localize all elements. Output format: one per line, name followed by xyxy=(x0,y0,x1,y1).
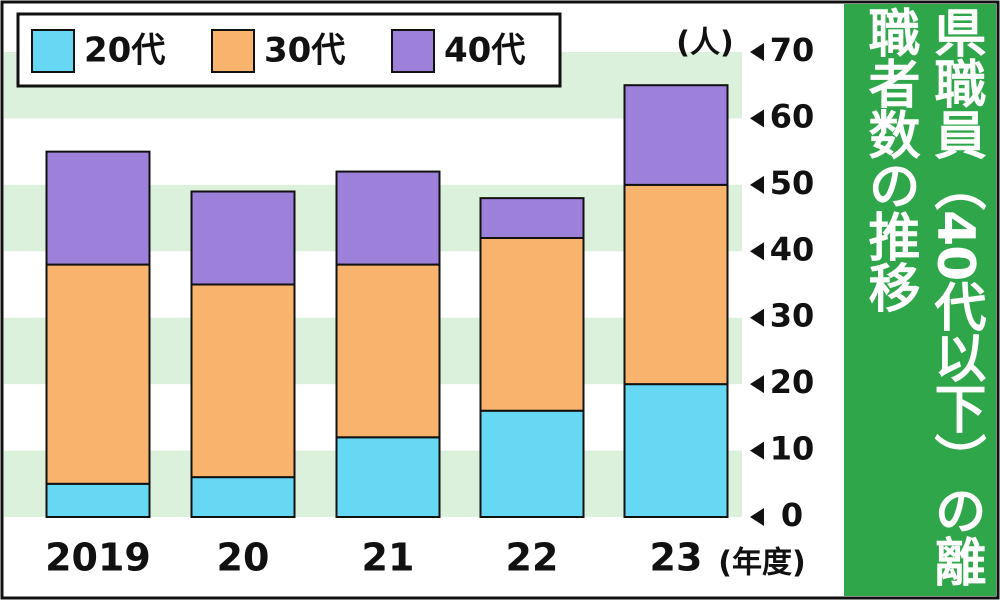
bar-segment xyxy=(623,183,729,386)
legend-swatch xyxy=(391,29,435,73)
y-tick xyxy=(750,508,764,526)
legend-swatch xyxy=(31,29,75,73)
y-tick-label: 50 xyxy=(770,164,815,202)
y-tick xyxy=(750,242,764,261)
bar-segment xyxy=(479,409,585,519)
bar-segment xyxy=(45,150,151,266)
y-tick-label: 0 xyxy=(781,496,803,534)
y-tick-label: 30 xyxy=(770,297,815,335)
bar-segment xyxy=(190,476,296,518)
bar-segment xyxy=(190,283,296,479)
bar-segment xyxy=(623,383,729,518)
x-tick-label: 21 xyxy=(362,536,415,580)
y-tick xyxy=(750,175,764,194)
chart-title: 県職員（40代以下）の離職者数の推移 xyxy=(859,6,985,587)
y-tick xyxy=(750,109,764,128)
y-tick-label: 70 xyxy=(770,31,815,69)
x-tick-label: 2019 xyxy=(45,536,151,580)
bar-segment xyxy=(45,482,151,518)
y-tick-label: 20 xyxy=(770,363,815,401)
legend-label: 20代 xyxy=(84,31,165,71)
x-tick-label: 23 xyxy=(650,536,703,580)
y-tick-label: 60 xyxy=(770,97,815,135)
legend: 20代 30代 40代 xyxy=(31,29,525,73)
legend-box xyxy=(16,12,562,88)
x-tick-label: 22 xyxy=(506,536,559,580)
bar-segment xyxy=(45,263,151,485)
y-tick xyxy=(750,441,764,460)
x-unit: (年度) xyxy=(718,546,805,581)
bar-segment xyxy=(623,84,729,186)
bar-segment xyxy=(190,190,296,286)
legend-label: 30代 xyxy=(264,31,345,71)
title-panel xyxy=(844,4,996,596)
y-tick xyxy=(750,308,764,327)
y-unit: (人) xyxy=(676,26,733,61)
bar-segment xyxy=(335,263,441,439)
bar-segment xyxy=(335,436,441,518)
x-tick-label: 20 xyxy=(217,536,270,580)
legend-swatch xyxy=(211,29,255,73)
y-tick-label: 40 xyxy=(770,230,815,268)
bar-segment xyxy=(335,170,441,266)
legend-label: 40代 xyxy=(444,31,525,71)
y-tick xyxy=(750,375,764,394)
bar-segment xyxy=(479,197,585,239)
bars xyxy=(45,84,729,519)
bar-segment xyxy=(479,237,585,412)
y-tick-label: 10 xyxy=(770,430,815,468)
y-tick xyxy=(750,43,764,61)
